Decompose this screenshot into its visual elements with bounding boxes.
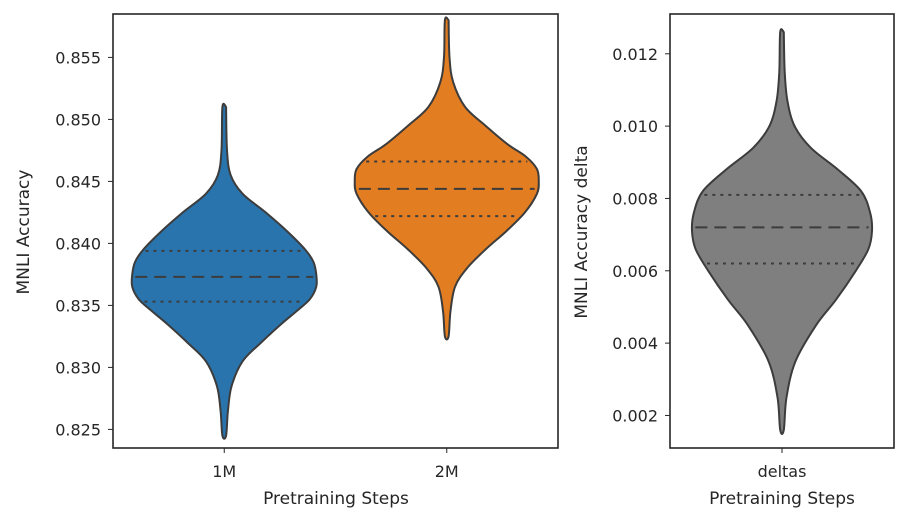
delta-y-tick-label: 0.008 [612,189,658,208]
delta-x-axis-title: Pretraining Steps [709,489,855,509]
delta-y-tick-label: 0.012 [612,45,658,64]
accuracy-x-tick-label-2m: 2M [435,462,459,481]
delta-plot-frame [669,13,895,449]
accuracy-plot-frame [112,13,559,449]
delta-y-tick-label: 0.010 [612,117,658,136]
accuracy-y-tick-label: 0.825 [55,420,101,439]
accuracy-x-axis-title: Pretraining Steps [263,489,409,509]
accuracy-y-axis-title: MNLI Accuracy [14,170,34,295]
delta-y-tick-label: 0.002 [612,406,658,425]
delta-y-tick-label: 0.004 [612,334,658,353]
violin-1m [130,102,318,440]
accuracy-violin-panel: 0.825 0.830 0.835 0.840 0.845 0.850 0.855 1M 2M… [14,13,559,509]
accuracy-y-tick-label: 0.850 [55,110,101,129]
delta-x-tick-label-deltas: deltas [758,462,807,481]
accuracy-x-tick-label-1m: 1M [212,462,236,481]
accuracy-y-tick-label: 0.845 [55,172,101,191]
accuracy-y-tick-label: 0.830 [55,358,101,377]
delta-violin-panel: 0.002 0.004 0.006 0.008 0.010 0.012 deltas MN… [572,13,895,509]
accuracy-y-tick-label: 0.855 [55,48,101,67]
delta-y-axis-title: MNLI Accuracy delta [572,145,592,318]
delta-y-tick-label: 0.006 [612,262,658,281]
violin-2m [353,16,540,341]
accuracy-y-tick-label: 0.835 [55,296,101,315]
accuracy-y-tick-label: 0.840 [55,234,101,253]
violin-deltas [690,28,874,435]
